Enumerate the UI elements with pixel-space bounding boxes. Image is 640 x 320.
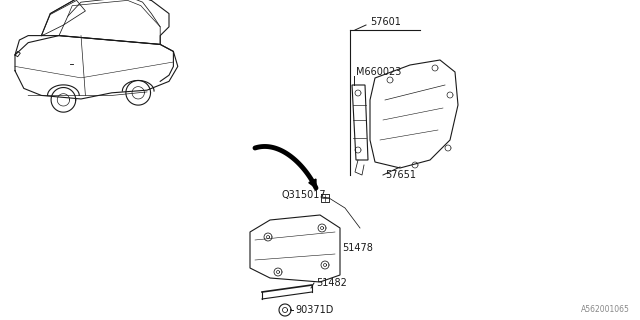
Text: A562001065: A562001065 <box>581 306 630 315</box>
Polygon shape <box>309 179 316 188</box>
Text: 90371D: 90371D <box>295 305 333 315</box>
Polygon shape <box>262 285 312 293</box>
Text: Q315017: Q315017 <box>282 190 326 200</box>
Text: 57601: 57601 <box>370 17 401 27</box>
Text: 51482: 51482 <box>316 278 347 288</box>
Text: 57651: 57651 <box>385 170 416 180</box>
Text: 51478: 51478 <box>342 243 373 253</box>
Text: M660023: M660023 <box>356 67 401 77</box>
